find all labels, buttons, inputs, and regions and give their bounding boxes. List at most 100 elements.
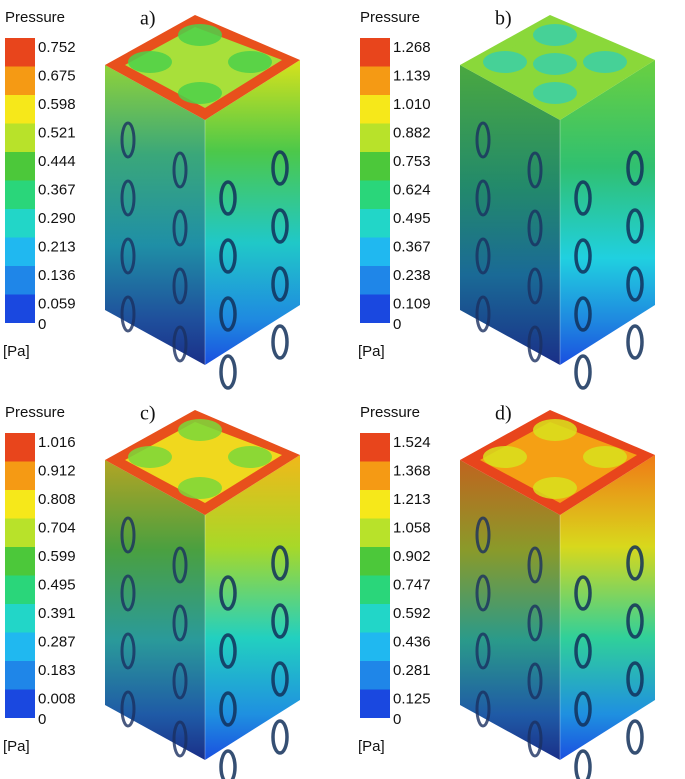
legend-unit: [Pa] <box>3 343 30 360</box>
legend-label: 0.367 <box>38 181 76 198</box>
hole <box>527 325 543 363</box>
hole <box>626 719 644 755</box>
hole <box>271 266 289 302</box>
legend-label: 0.287 <box>38 633 76 650</box>
legend-label: 1.524 <box>393 434 431 451</box>
hole <box>527 662 543 700</box>
legend-label: 0.902 <box>393 548 431 565</box>
top-spot <box>583 446 627 468</box>
legend-unit: [Pa] <box>3 738 30 755</box>
right-face <box>205 455 300 760</box>
hole <box>271 545 289 581</box>
hole <box>475 179 491 217</box>
legend-label: 0.882 <box>393 124 431 141</box>
legend-label: 1.368 <box>393 462 431 479</box>
panel: Pressure 1.016 0.912 0.808 0.704 0.599 0.495 0.… <box>3 403 300 779</box>
panel: Pressure 1.524 1.368 1.213 1.058 0.902 0.747 0.… <box>358 403 655 779</box>
panel-tag: d) <box>495 403 512 425</box>
legend-swatch <box>5 66 35 95</box>
hole <box>271 150 289 186</box>
left-face <box>105 65 205 365</box>
legend-label: 1.016 <box>38 434 76 451</box>
legend-label: 0 <box>38 711 46 728</box>
left-face <box>460 460 560 760</box>
right-face <box>560 60 655 365</box>
legend-label: 0.599 <box>38 548 76 565</box>
left-face <box>105 460 205 760</box>
top-spot <box>228 51 272 73</box>
legend-swatch <box>360 152 390 181</box>
hole <box>574 296 592 332</box>
panel-tag: a) <box>140 8 156 30</box>
hole <box>527 209 543 247</box>
legend-swatch <box>360 294 390 323</box>
hole <box>626 545 644 581</box>
legend-swatch <box>5 689 35 718</box>
hole <box>574 354 592 390</box>
hole <box>120 179 136 217</box>
panel-tag: b) <box>495 8 512 30</box>
hole <box>475 632 491 670</box>
hole <box>527 546 543 584</box>
legend-label: 0.125 <box>393 690 431 707</box>
legend-swatch <box>5 433 35 462</box>
hole <box>475 295 491 333</box>
legend-swatch <box>5 575 35 604</box>
legend-swatch <box>360 632 390 661</box>
legend-swatch <box>5 490 35 519</box>
legend-label: 1.139 <box>393 67 431 84</box>
hole <box>219 180 237 216</box>
legend-swatch <box>360 433 390 462</box>
legend-swatch <box>5 547 35 576</box>
hole <box>120 295 136 333</box>
legend-title: Pressure <box>360 9 420 26</box>
top-spot <box>178 82 222 104</box>
legend-label: 0.059 <box>38 295 76 312</box>
legend-label: 0.290 <box>38 210 76 227</box>
top-face-inner <box>125 422 282 503</box>
legend-label: 0.747 <box>393 576 431 593</box>
legend-label: 0 <box>393 316 401 333</box>
top-face-inner <box>125 27 282 108</box>
legend-unit: [Pa] <box>358 343 385 360</box>
hole <box>219 238 237 274</box>
legend-swatch <box>5 38 35 67</box>
hole <box>271 719 289 755</box>
legend-swatch <box>5 518 35 547</box>
left-face <box>460 65 560 365</box>
hole <box>219 691 237 727</box>
hole <box>120 574 136 612</box>
hole <box>574 575 592 611</box>
hole <box>475 121 491 159</box>
hole <box>172 209 188 247</box>
legend-swatch <box>360 180 390 209</box>
hole <box>527 604 543 642</box>
hole <box>626 266 644 302</box>
legend-swatch <box>5 123 35 152</box>
legend-swatch <box>360 689 390 718</box>
legend-swatch <box>5 294 35 323</box>
top-spot <box>533 419 577 441</box>
hole <box>120 516 136 554</box>
top-spot <box>483 446 527 468</box>
legend-swatch <box>5 237 35 266</box>
legend-swatch <box>5 209 35 238</box>
hole <box>271 324 289 360</box>
legend-title: Pressure <box>360 404 420 421</box>
top-spot <box>533 82 577 104</box>
hole <box>219 575 237 611</box>
legend-label: 0.592 <box>393 605 431 622</box>
legend-label: 1.213 <box>393 491 431 508</box>
hole <box>172 151 188 189</box>
hole <box>626 661 644 697</box>
legend-swatch <box>360 490 390 519</box>
top-spot <box>533 24 577 46</box>
panel: Pressure 1.268 1.139 1.010 0.882 0.753 0.624 0.… <box>358 8 655 390</box>
legend-label: 0.495 <box>393 210 431 227</box>
legend-label: 0.624 <box>393 181 431 198</box>
top-spot <box>178 419 222 441</box>
hole <box>219 354 237 390</box>
legend-swatch <box>360 209 390 238</box>
top-spot <box>178 477 222 499</box>
legend-label: 0 <box>38 316 46 333</box>
